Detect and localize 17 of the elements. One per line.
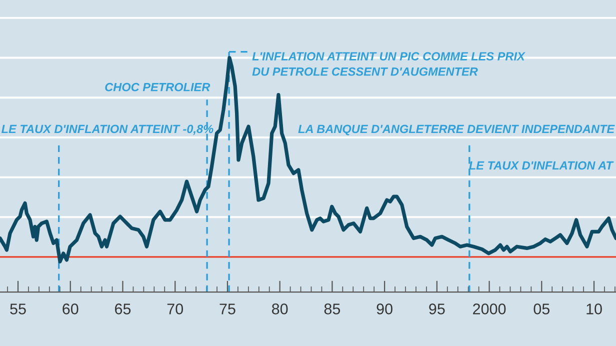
ref-line-label: L'INFLATION ATTEINT UN PIC COMME LES PRIX DU PETROLE CESSENT D'AUGMENTER xyxy=(252,52,526,76)
x-tick-label: 85 xyxy=(324,304,340,314)
x-tick-label: 75 xyxy=(220,304,236,314)
ref-line-label: LA BANQUE D'ANGLETERRE DEVIENT INDEPENDANTE xyxy=(298,124,615,136)
x-tick-label: 90 xyxy=(376,304,392,314)
x-tick-label: 80 xyxy=(272,304,288,314)
x-tick-label: 05 xyxy=(534,304,550,314)
x-tick-label: 60 xyxy=(62,304,78,314)
x-tick-label: 65 xyxy=(115,304,131,314)
ref-line-label: CHOC PETROLIER xyxy=(105,82,210,92)
x-tick-label: 2000 xyxy=(473,304,506,314)
x-tick-label: 10 xyxy=(586,304,602,314)
x-tick-label: 70 xyxy=(167,304,183,314)
x-tick-label: 55 xyxy=(10,304,26,314)
x-tick-label: 95 xyxy=(429,304,445,314)
ref-line-label: LE TAUX D'INFLATION ATTEINT -0,8% xyxy=(2,124,214,135)
annotation: LE TAUX D'INFLATION AT xyxy=(469,161,614,170)
